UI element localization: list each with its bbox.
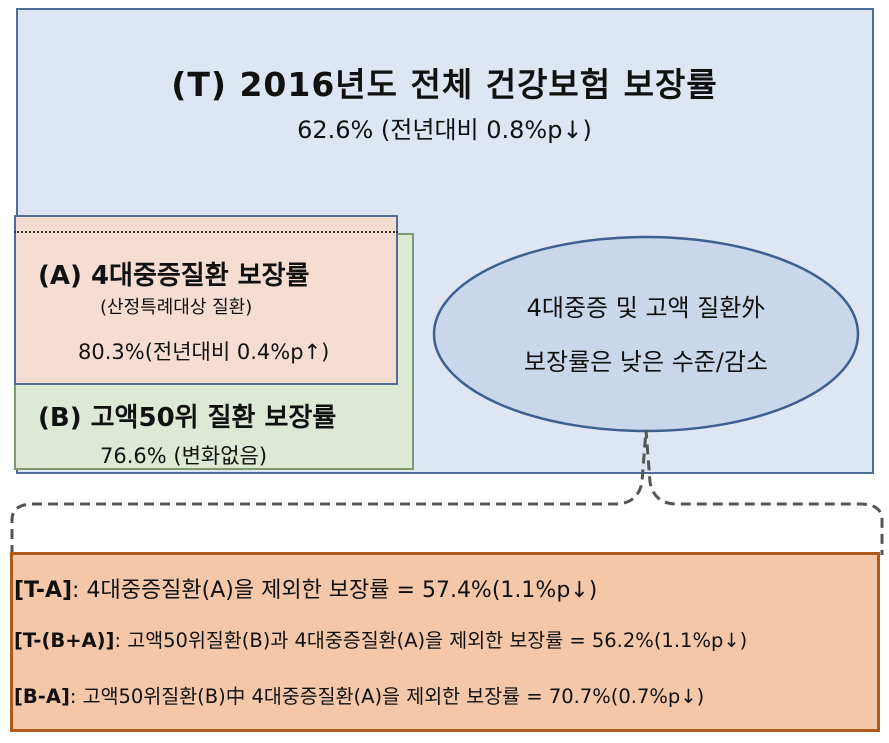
deduction-row-t-b-a: [T-(B+A)]: 고액50위질환(B)과 4대중증질환(A)을 제외한 보장… bbox=[14, 624, 747, 653]
row-label: [T-A] bbox=[14, 578, 73, 603]
total-coverage-value: 62.6% (전년대비 0.8%p↓) bbox=[297, 116, 592, 144]
total-coverage-title: (T) 2016년도 전체 건강보험 보장률 bbox=[171, 65, 718, 104]
major-disease-value: 80.3%(전년대비 0.4%p↑) bbox=[78, 340, 330, 364]
deduction-summary-box bbox=[10, 552, 880, 732]
deduction-row-t-a: [T-A]: 4대중증질환(A)을 제외한 보장률 = 57.4%(1.1%p↓… bbox=[14, 572, 597, 604]
major-disease-title: (A) 4대중증질환 보장률 bbox=[38, 261, 310, 291]
row-label: [B-A] bbox=[14, 685, 70, 708]
high-cost-disease-title: (B) 고액50위 질환 보장률 bbox=[38, 403, 337, 433]
ellipse-text-line1: 4대중증 및 고액 질환外 bbox=[526, 294, 766, 322]
deduction-row-b-a: [B-A]: 고액50위질환(B)中 4대중증질환(A)을 제외한 보장률 = … bbox=[14, 680, 704, 709]
ellipse-text-line2: 보장률은 낮은 수준/감소 bbox=[523, 348, 769, 376]
row-text: : 고액50위질환(B)中 4대중증질환(A)을 제외한 보장률 = 70.7%… bbox=[69, 685, 705, 708]
major-disease-subtitle: (산정특례대상 질환) bbox=[100, 297, 253, 318]
row-label: [T-(B+A)] bbox=[14, 629, 115, 652]
row-text: : 4대중증질환(A)을 제외한 보장률 = 57.4%(1.1%p↓) bbox=[72, 578, 598, 603]
major-disease-box bbox=[14, 215, 398, 385]
summary-ellipse bbox=[432, 235, 860, 433]
callout-bracket bbox=[10, 429, 884, 555]
high-cost-disease-value: 76.6% (변화없음) bbox=[100, 444, 268, 468]
dotted-divider bbox=[14, 231, 398, 233]
row-text: : 고액50위질환(B)과 4대중증질환(A)을 제외한 보장률 = 56.2%… bbox=[114, 629, 748, 652]
